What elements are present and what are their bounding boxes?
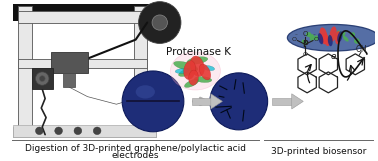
Ellipse shape xyxy=(189,70,198,85)
Ellipse shape xyxy=(337,31,342,42)
Bar xyxy=(51,52,88,73)
Circle shape xyxy=(152,15,167,30)
Ellipse shape xyxy=(306,32,311,37)
Text: O: O xyxy=(292,37,297,42)
Circle shape xyxy=(210,73,268,130)
Bar xyxy=(18,11,147,23)
Ellipse shape xyxy=(335,31,341,44)
Ellipse shape xyxy=(328,36,332,43)
Ellipse shape xyxy=(341,32,345,37)
Ellipse shape xyxy=(302,39,307,45)
Ellipse shape xyxy=(319,27,328,44)
Ellipse shape xyxy=(184,79,198,87)
Text: O: O xyxy=(313,37,318,42)
Bar xyxy=(32,68,53,89)
Ellipse shape xyxy=(343,36,349,42)
Bar xyxy=(273,98,292,105)
Polygon shape xyxy=(292,94,303,109)
Text: ⁻: ⁻ xyxy=(295,34,298,39)
Ellipse shape xyxy=(350,32,355,37)
Ellipse shape xyxy=(184,61,195,79)
Ellipse shape xyxy=(318,33,323,44)
Ellipse shape xyxy=(326,36,331,42)
Circle shape xyxy=(139,2,181,43)
Ellipse shape xyxy=(136,85,155,99)
Bar xyxy=(13,125,156,137)
Ellipse shape xyxy=(314,35,318,40)
Polygon shape xyxy=(211,94,222,109)
Ellipse shape xyxy=(175,69,189,73)
Ellipse shape xyxy=(174,61,198,71)
Bar xyxy=(134,6,147,135)
Circle shape xyxy=(93,127,101,135)
Ellipse shape xyxy=(328,35,333,46)
Ellipse shape xyxy=(170,52,220,90)
Text: ⁻: ⁻ xyxy=(313,34,315,39)
Text: Proteinase K: Proteinase K xyxy=(166,47,231,57)
Text: OH: OH xyxy=(355,45,367,54)
Ellipse shape xyxy=(287,24,378,51)
Text: electrodes: electrodes xyxy=(112,151,160,160)
Ellipse shape xyxy=(203,66,215,71)
Bar xyxy=(18,6,32,135)
Bar xyxy=(64,73,75,87)
Text: e: e xyxy=(330,52,336,61)
Circle shape xyxy=(39,76,45,81)
Text: O: O xyxy=(302,31,308,37)
Bar xyxy=(13,127,156,137)
Ellipse shape xyxy=(354,38,359,44)
Ellipse shape xyxy=(310,34,314,41)
Text: O: O xyxy=(303,52,308,57)
Bar xyxy=(13,4,163,21)
Ellipse shape xyxy=(323,33,330,46)
Circle shape xyxy=(36,72,49,85)
Circle shape xyxy=(74,127,82,135)
Bar xyxy=(18,59,147,68)
Text: 3D-printed biosensor: 3D-printed biosensor xyxy=(271,147,366,156)
Text: Digestion of 3D-printed graphene/polylactic acid: Digestion of 3D-printed graphene/polylac… xyxy=(25,144,246,153)
Ellipse shape xyxy=(178,67,197,76)
Bar xyxy=(192,98,211,105)
Ellipse shape xyxy=(199,64,211,80)
Circle shape xyxy=(36,127,43,135)
Ellipse shape xyxy=(330,26,337,42)
Ellipse shape xyxy=(187,57,208,64)
Ellipse shape xyxy=(333,36,337,40)
Circle shape xyxy=(55,127,62,135)
Ellipse shape xyxy=(194,77,212,82)
Text: P: P xyxy=(302,40,308,49)
Ellipse shape xyxy=(190,56,204,76)
Ellipse shape xyxy=(336,30,341,35)
Circle shape xyxy=(122,71,184,132)
